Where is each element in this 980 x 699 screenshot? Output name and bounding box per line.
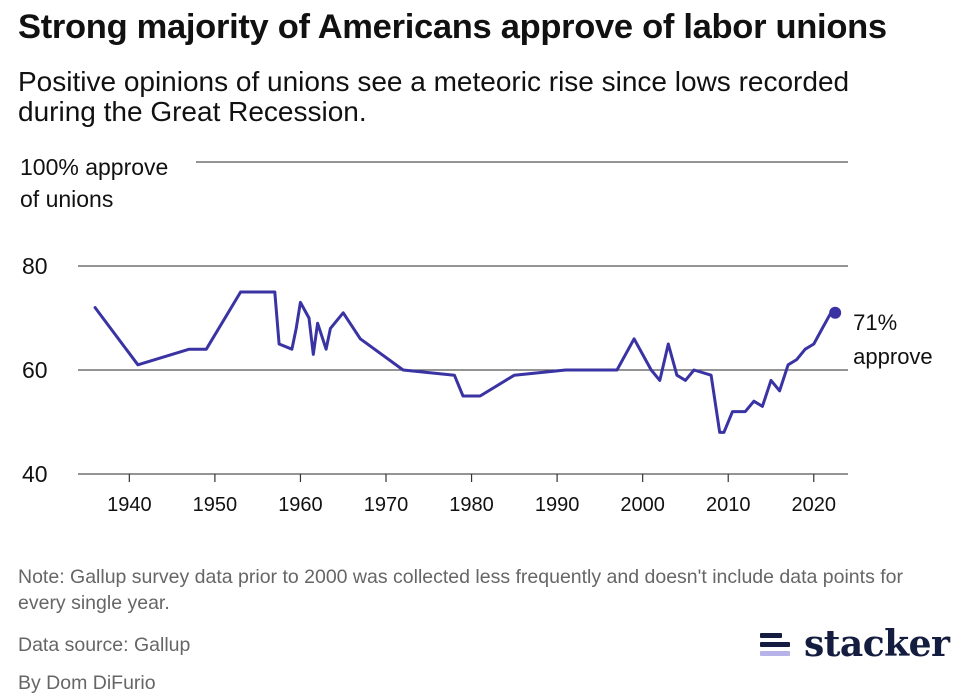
x-tick-label: 2010	[706, 494, 751, 516]
x-tick-label: 1980	[449, 494, 494, 516]
stacker-logo: stacker	[760, 622, 950, 666]
y-axis-title-line1: 100% approve	[20, 154, 168, 180]
line-chart: 1940 1950 1960 1970 1980 1990 2000 2010 2020 40 6…	[18, 150, 933, 516]
data-points	[95, 291, 836, 433]
chart-subtitle: Positive opinions of unions see a meteor…	[18, 66, 850, 127]
x-tick-label: 2000	[620, 494, 665, 516]
x-tick-label: 1990	[535, 494, 580, 516]
end-value-caption: approve	[853, 344, 933, 369]
y-axis-title-backdrop	[18, 150, 196, 216]
y-axis: 40 60 80	[22, 253, 48, 487]
chart-title: Strong majority of Americans approve of …	[18, 8, 887, 46]
x-axis: 1940 1950 1960 1970 1980 1990 2000 2010 2020	[107, 474, 836, 516]
gridlines	[78, 161, 848, 475]
y-tick-label: 40	[22, 461, 48, 487]
x-tick-label: 1950	[193, 494, 238, 516]
y-tick-label: 60	[22, 357, 48, 383]
x-tick-label: 1960	[278, 494, 323, 516]
stacker-logo-text: stacker	[804, 623, 950, 665]
latest-value-marker	[829, 306, 842, 319]
y-axis-title-line2: of unions	[20, 186, 113, 212]
y-tick-label: 80	[22, 253, 48, 279]
approval-series-line	[93, 290, 837, 434]
x-tick-label: 1970	[364, 494, 409, 516]
byline: By Dom DiFurio	[18, 672, 156, 694]
x-tick-label: 1940	[107, 494, 152, 516]
data-source: Data source: Gallup	[18, 634, 191, 656]
x-tick-label: 2020	[792, 494, 837, 516]
stacker-logo-icon	[760, 629, 794, 659]
end-value-label: 71%	[853, 310, 897, 335]
footnote: Note: Gallup survey data prior to 2000 w…	[18, 566, 903, 614]
